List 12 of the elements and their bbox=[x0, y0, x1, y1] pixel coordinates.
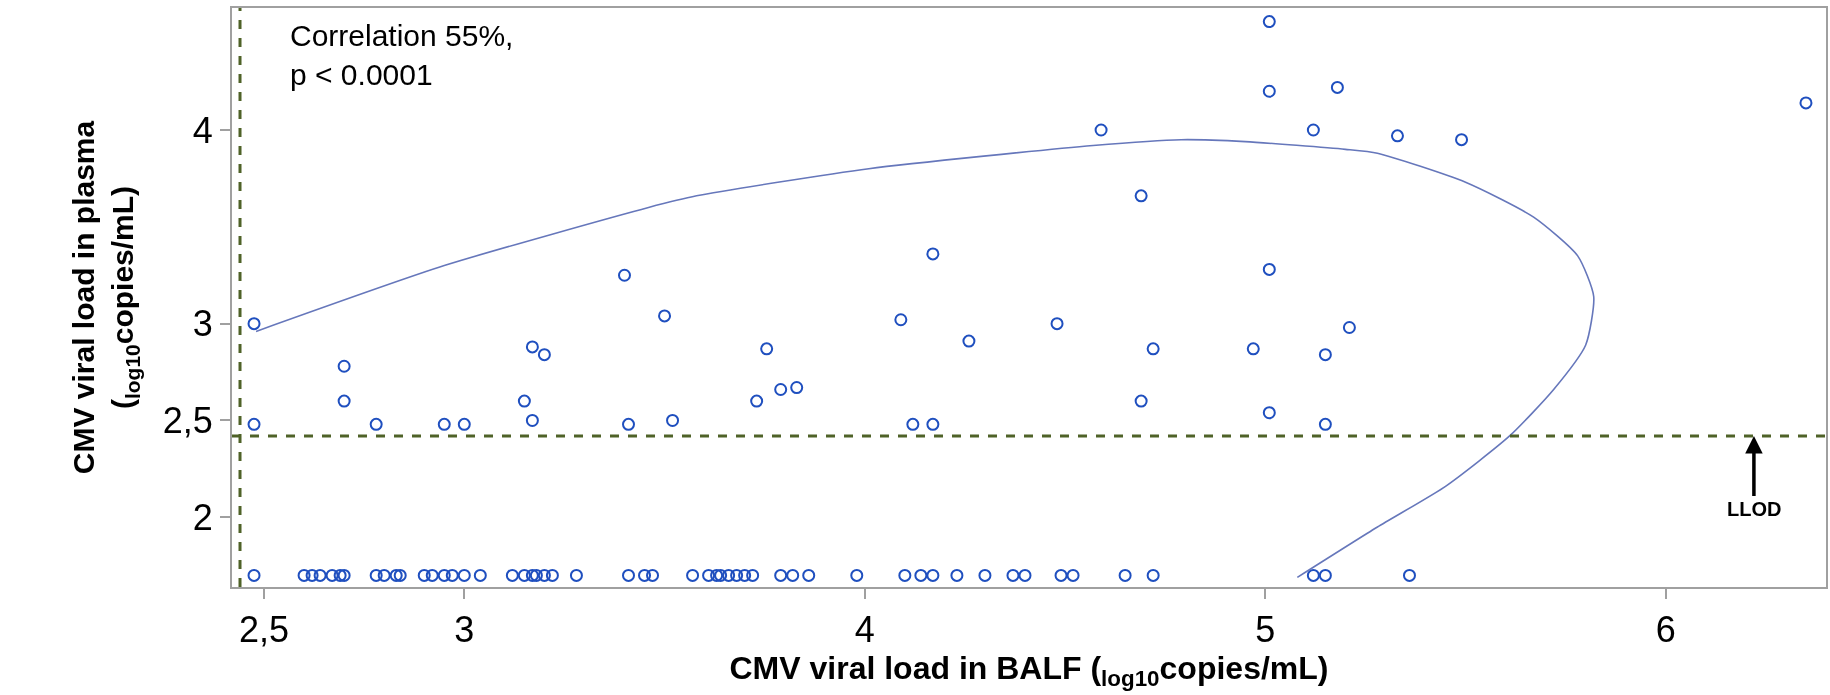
x-tick-label: 5 bbox=[1255, 609, 1276, 651]
x-tick-label: 2,5 bbox=[239, 609, 290, 651]
x-tick-label: 6 bbox=[1655, 609, 1676, 651]
annotation: Correlation 55%, p < 0.0001 bbox=[290, 19, 514, 91]
x-axis-title: CMV viral load in BALF ($_{log10}$copies/mL) bbox=[729, 650, 1329, 691]
y-tick-label: 3 bbox=[192, 303, 213, 345]
annotation: LLOD bbox=[1727, 498, 1782, 520]
x-tick-label: 3 bbox=[454, 609, 475, 651]
y-tick-label: 4 bbox=[192, 109, 213, 151]
x-tick-label: 4 bbox=[854, 609, 875, 651]
y-tick-label: 2,5 bbox=[162, 400, 213, 442]
y-tick-label: 2 bbox=[192, 496, 213, 538]
